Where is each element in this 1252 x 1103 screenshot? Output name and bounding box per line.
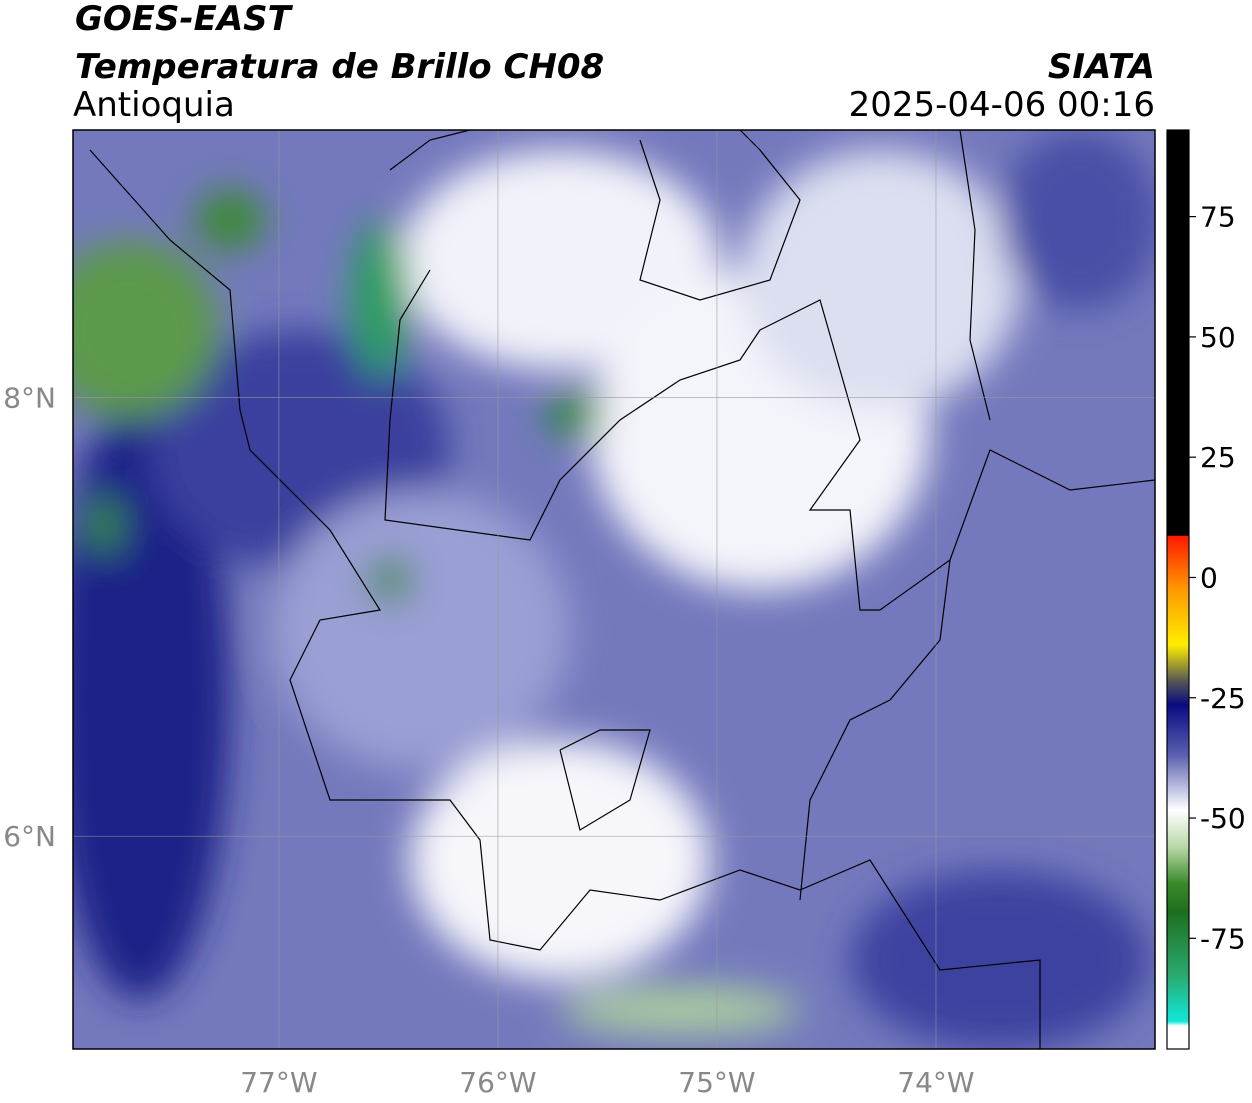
title: GOES-EAST — [75, 0, 294, 39]
map-image — [73, 130, 1155, 1049]
subtitle: Temperatura de Brillo CH08 — [75, 47, 604, 87]
grid — [73, 130, 1155, 1049]
map-frame — [72, 129, 1156, 1050]
colorbar-tick-label: 25 — [1200, 441, 1236, 474]
colorbar-tick-label: -75 — [1200, 922, 1246, 955]
source: SIATA — [1048, 47, 1155, 87]
colorbar-tick-label: -50 — [1200, 802, 1246, 835]
colorbar-tick-label: 75 — [1200, 201, 1236, 234]
colorbar-tick-label: 0 — [1200, 561, 1218, 594]
y-tick-label: 6°N — [3, 820, 56, 853]
x-tick-label: 75°W — [678, 1066, 755, 1099]
x-tick-label: 77°W — [240, 1066, 317, 1099]
colorbar — [1166, 129, 1190, 1050]
colorbar-tick-label: -25 — [1200, 682, 1246, 715]
region: Antioquia — [73, 85, 235, 125]
colorbar-tick-label: 50 — [1200, 321, 1236, 354]
datetime: 2025-04-06 00:16 — [849, 85, 1155, 125]
x-tick-label: 74°W — [897, 1066, 974, 1099]
y-tick-label: 8°N — [3, 382, 56, 415]
x-tick-label: 76°W — [459, 1066, 536, 1099]
